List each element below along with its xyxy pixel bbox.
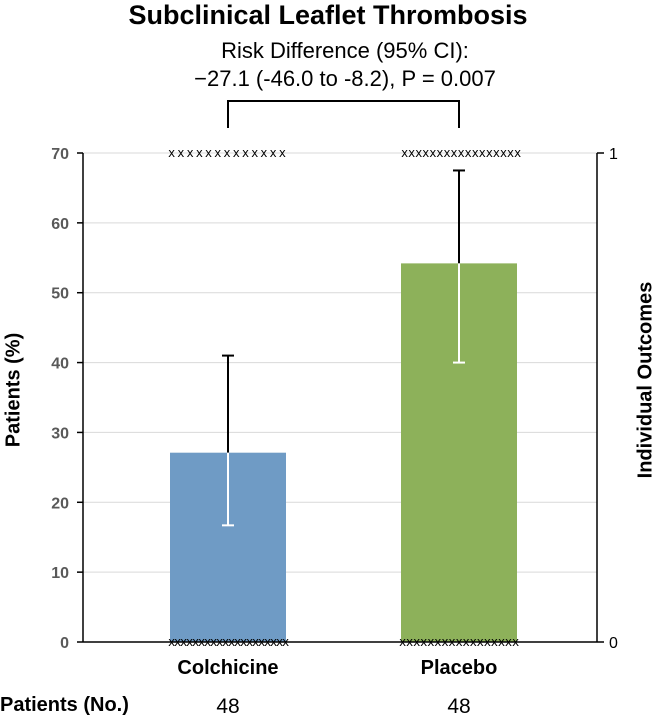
outcome-marker: x (242, 146, 249, 160)
patient-count-placebo: 48 (447, 695, 471, 718)
gridlines (83, 152, 597, 573)
outcome-marker: x (493, 146, 500, 160)
outcome-marker: x (500, 146, 507, 160)
y2-tick-label: 0 (609, 635, 618, 652)
outcome-marker: x (270, 146, 277, 160)
outcome-marker: x (415, 146, 422, 160)
outcome-marker: x (279, 146, 286, 160)
outcome-marker: x (443, 146, 450, 160)
outcome-marker: x (422, 146, 429, 160)
outcome-marker: x (408, 146, 415, 160)
outcome-marker: x (196, 146, 203, 160)
y-tick-label: 30 (51, 425, 69, 442)
outcome-marker: x (465, 146, 472, 160)
patient-count-colchicine: 48 (216, 695, 240, 718)
outcome-marker: x (214, 146, 221, 160)
outcome-marker: x (457, 146, 464, 160)
outcome-marker: x (479, 146, 486, 160)
y-tick-label: 0 (60, 635, 69, 652)
outcome-marker: x (472, 146, 479, 160)
outcome-marker: x (450, 146, 457, 160)
outcome-marker: x (233, 146, 240, 160)
x-tick-label: Colchicine (177, 657, 278, 679)
y-tick-label: 10 (51, 565, 69, 582)
risk-difference-value: −27.1 (-46.0 to -8.2), P = 0.007 (194, 66, 496, 91)
y-tick-label: 40 (51, 356, 69, 373)
outcome-marker: x (177, 146, 184, 160)
y-tick-label: 50 (51, 286, 69, 303)
outcome-marker: x (436, 146, 443, 160)
outcome-marker: x (429, 146, 436, 160)
y-tick-label: 60 (51, 216, 69, 233)
comparison-bracket (227, 100, 460, 128)
outcome-marker: x (260, 146, 267, 160)
outcome-marker: x (401, 146, 408, 160)
outcome-marker: x (507, 146, 514, 160)
y-axis-title: Patients (%) (2, 332, 25, 448)
outcome-marker: x (168, 146, 175, 160)
patients-row-label: Patients (No.) (0, 694, 129, 716)
y2-axis-title: Individual Outcomes (634, 281, 656, 479)
chart-title: Subclinical Leaflet Thrombosis (128, 0, 528, 30)
outcome-marker: x (186, 146, 193, 160)
y-tick-label: 70 (51, 146, 69, 163)
axis-labels: 0 10 20 30 40 50 60 70 0 1 Colchicine Placebo (51, 146, 618, 679)
y2-tick-label: 1 (609, 146, 618, 163)
outcome-marker: x (486, 146, 493, 160)
y-tick-label: 20 (51, 495, 69, 512)
bars (170, 169, 517, 642)
outcome-marker: x (514, 146, 521, 160)
x-tick-label: Placebo (421, 657, 498, 679)
outcome-marker: x (251, 146, 258, 160)
outcome-marker: x (223, 146, 230, 160)
axes (77, 100, 604, 643)
risk-difference-label: Risk Difference (95% CI): (221, 38, 469, 63)
outcome-marker: x (205, 146, 212, 160)
